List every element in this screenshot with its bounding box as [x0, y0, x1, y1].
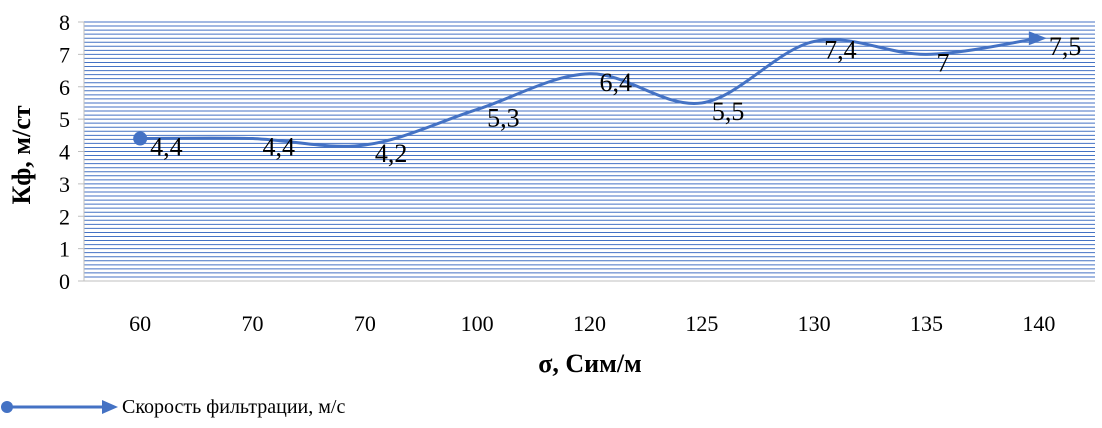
data-label: 7 [937, 48, 950, 77]
series-point [812, 39, 816, 43]
x-tick-label: 125 [685, 311, 718, 336]
x-tick-label: 120 [573, 311, 606, 336]
x-tick-label: 60 [129, 311, 151, 336]
y-tick-label: 1 [59, 237, 70, 262]
y-tick-label: 3 [59, 172, 70, 197]
data-label: 5,5 [712, 97, 745, 126]
y-tick-label: 2 [59, 204, 70, 229]
data-label: 5,3 [487, 103, 519, 132]
series-end-arrow [1028, 31, 1047, 46]
data-label: 4,4 [263, 133, 296, 162]
y-tick-label: 4 [59, 140, 70, 165]
x-tick-label: 100 [461, 311, 494, 336]
series-line [133, 31, 1047, 148]
data-labels: 4,4 4,4 4,2 5,3 6,4 5,5 7,4 7 7,5 [150, 32, 1081, 168]
x-tick-label: 70 [242, 311, 264, 336]
legend-marker-icon [1, 400, 118, 414]
legend: Скорость фильтрации, м/с [0, 392, 345, 422]
y-tick-labels: 0 1 2 3 4 5 6 7 8 [59, 10, 70, 294]
data-label: 4,2 [375, 139, 408, 168]
data-label: 4,4 [150, 133, 183, 162]
y-tick-label: 0 [59, 269, 70, 294]
y-tick-label: 6 [59, 75, 70, 100]
series-point [700, 101, 704, 105]
legend-label: Скорость фильтрации, м/с [122, 395, 346, 418]
series-point [363, 143, 367, 147]
y-axis-title: Кф, м/ст [7, 105, 36, 204]
x-tick-label: 130 [798, 311, 831, 336]
x-tick-labels: 60 70 70 100 120 125 130 135 140 [129, 311, 1055, 336]
y-tick-label: 7 [59, 42, 70, 67]
series-point [925, 52, 929, 56]
grid-lines [84, 21, 1095, 278]
x-tick-label: 70 [354, 311, 376, 336]
x-tick-label: 135 [910, 311, 943, 336]
data-label: 6,4 [600, 68, 633, 97]
x-tick-label: 140 [1022, 311, 1055, 336]
y-tick-label: 8 [59, 10, 70, 35]
series-point [588, 72, 592, 76]
axes [78, 21, 1095, 282]
x-axis-title: σ, Сим/м [538, 349, 642, 378]
series-point [138, 137, 142, 141]
series-point [251, 137, 255, 141]
data-label: 7,5 [1049, 32, 1082, 61]
y-tick-label: 5 [59, 107, 70, 132]
series-path [140, 36, 1040, 148]
series-point [1037, 36, 1041, 40]
series-point [475, 107, 479, 111]
data-label: 7,4 [824, 35, 857, 64]
series-start-point [133, 131, 148, 146]
